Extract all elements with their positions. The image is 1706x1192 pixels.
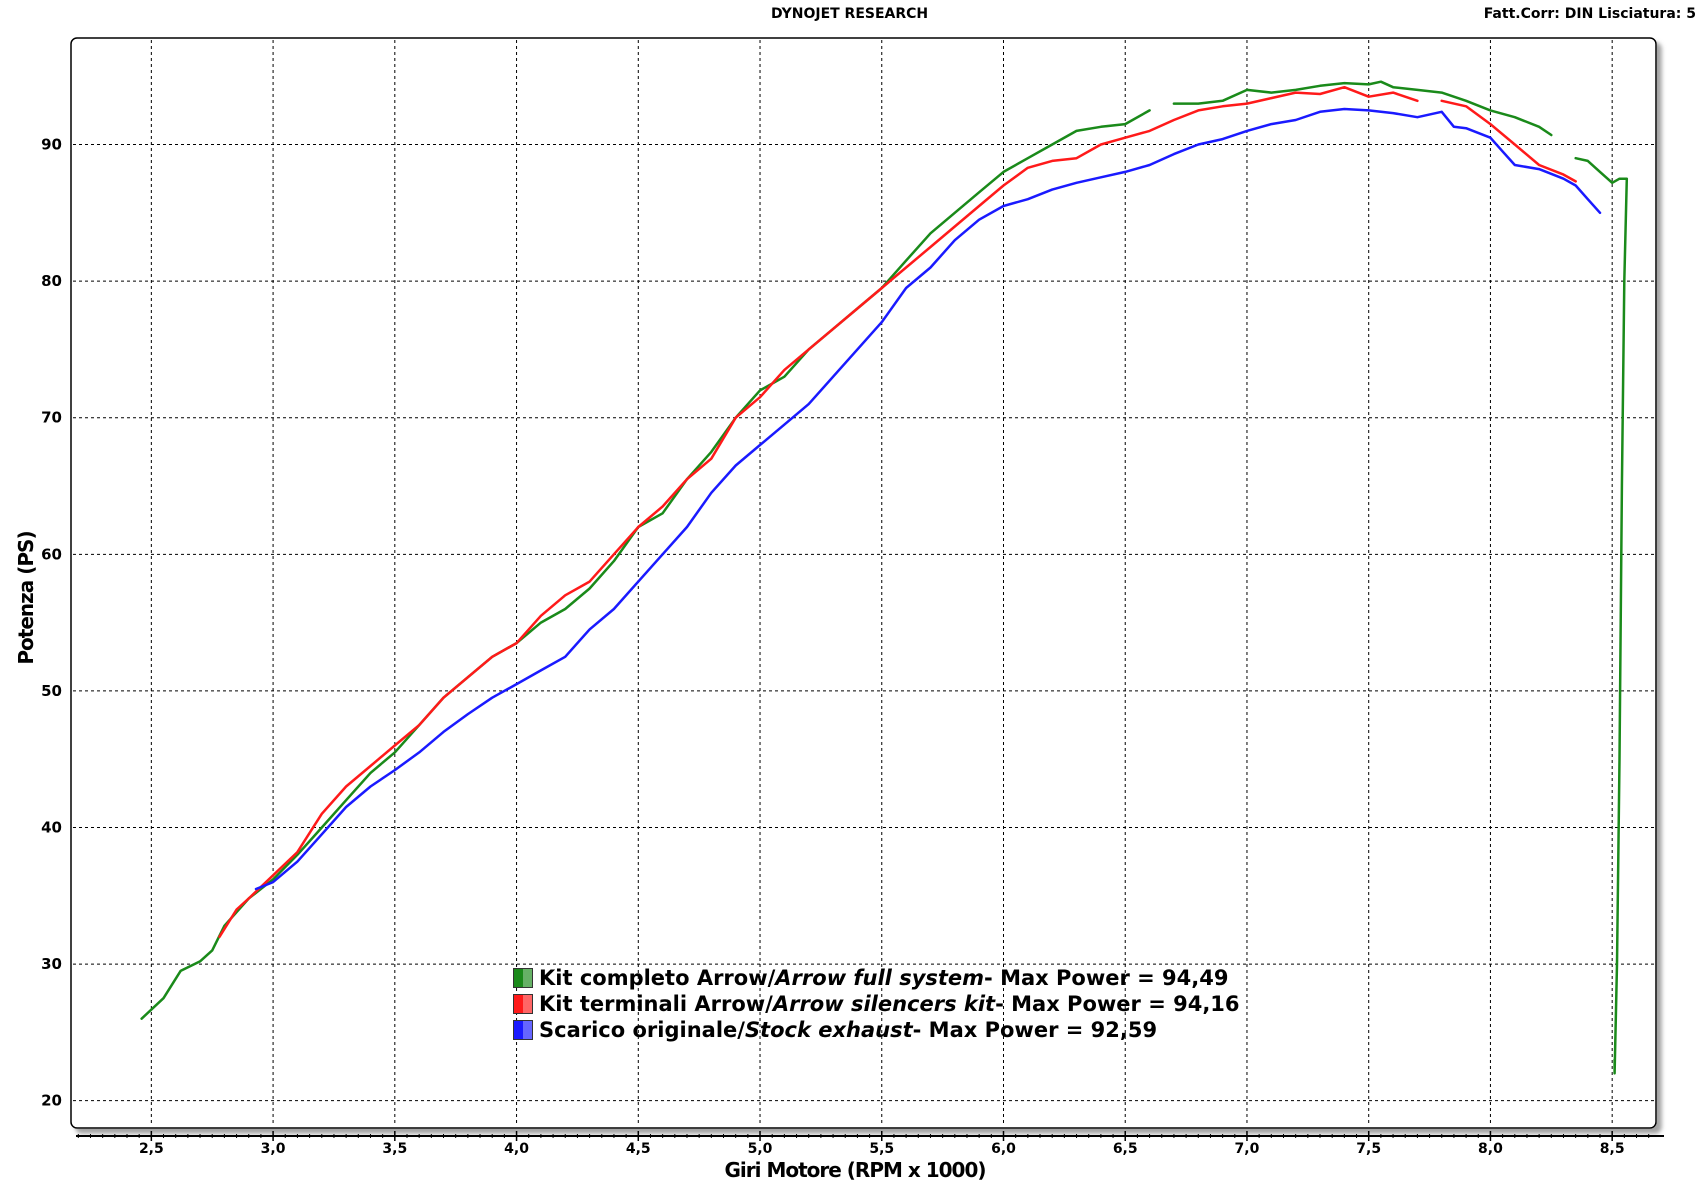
legend-label-it: Kit completo Arrow [539, 966, 768, 990]
y-ticks: 20 30 40 50 60 70 80 90 [41, 136, 62, 1110]
y-tick-label: 30 [41, 955, 62, 973]
header-correction-info: Fatt.Corr: DIN Lisciatura: 5 [1483, 6, 1696, 22]
x-axis-title: Giri Motore (RPM x 1000) [724, 1158, 985, 1182]
y-tick-label: 50 [41, 682, 62, 700]
plot-frame [70, 37, 1657, 1129]
y-axis-title: Potenza (PS) [14, 531, 38, 664]
y-tick-label: 80 [41, 272, 62, 290]
x-tick-label: 5,0 [748, 1141, 773, 1157]
x-tick-label: 8,0 [1478, 1141, 1503, 1157]
series-lines [140, 80, 1629, 1075]
series-line-1 [218, 85, 1577, 939]
x-tick-label: 7,0 [1235, 1141, 1260, 1157]
header-title: DYNOJET RESEARCH [771, 6, 929, 22]
x-tick-label: 6,5 [1113, 1141, 1138, 1157]
series-line-2 [254, 107, 1602, 891]
legend-swatch-red [513, 994, 533, 1014]
legend: Kit completo Arrow / Arrow full system -… [513, 965, 1240, 1043]
legend-sep: / [737, 1018, 745, 1042]
legend-swatch-blue [513, 1020, 533, 1040]
grid-lines [73, 40, 1654, 1126]
legend-sep: / [765, 992, 773, 1016]
y-tick-label: 70 [41, 409, 62, 427]
y-tick-label: 20 [41, 1092, 62, 1110]
legend-sep: / [767, 966, 776, 990]
x-tick-label: 6,0 [991, 1141, 1016, 1157]
x-tick-label: 7,5 [1356, 1141, 1381, 1157]
x-tick-label: 3,5 [382, 1141, 407, 1157]
y-tick-label: 60 [41, 545, 62, 563]
legend-item-full-system: Kit completo Arrow / Arrow full system -… [513, 965, 1240, 991]
legend-item-silencers-kit: Kit terminali Arrow / Arrow silencers ki… [513, 991, 1240, 1017]
legend-item-stock-exhaust: Scarico originale / Stock exhaust - Max … [513, 1017, 1240, 1043]
x-tick-label: 5,5 [869, 1141, 894, 1157]
legend-swatch-green [513, 968, 533, 988]
x-tick-label: 3,0 [261, 1141, 286, 1157]
legend-max-power: - Max Power = 94,49 [984, 966, 1229, 990]
legend-label-it: Scarico originale [539, 1018, 738, 1042]
x-tick-label: 2,5 [139, 1141, 164, 1157]
y-tick-label: 40 [41, 818, 62, 836]
x-tick-label: 4,0 [504, 1141, 529, 1157]
legend-label-it: Kit terminali Arrow [539, 992, 766, 1016]
legend-max-power: - Max Power = 94,16 [995, 992, 1240, 1016]
legend-label-en: Stock exhaust [744, 1018, 913, 1042]
series-line-0 [140, 80, 1629, 1075]
y-tick-label: 90 [41, 136, 62, 154]
legend-max-power: - Max Power = 92,59 [912, 1018, 1158, 1042]
legend-label-en: Arrow silencers kit [772, 992, 996, 1016]
x-tick-label: 8,5 [1600, 1141, 1625, 1157]
x-ticks: 2,5 3,0 3,5 4,0 4,5 5,0 5,5 6,0 6,5 7,0 7,5 8,0 8,5 [77, 1131, 1650, 1157]
legend-label-en: Arrow full system [775, 966, 985, 990]
x-tick-label: 4,5 [626, 1141, 651, 1157]
